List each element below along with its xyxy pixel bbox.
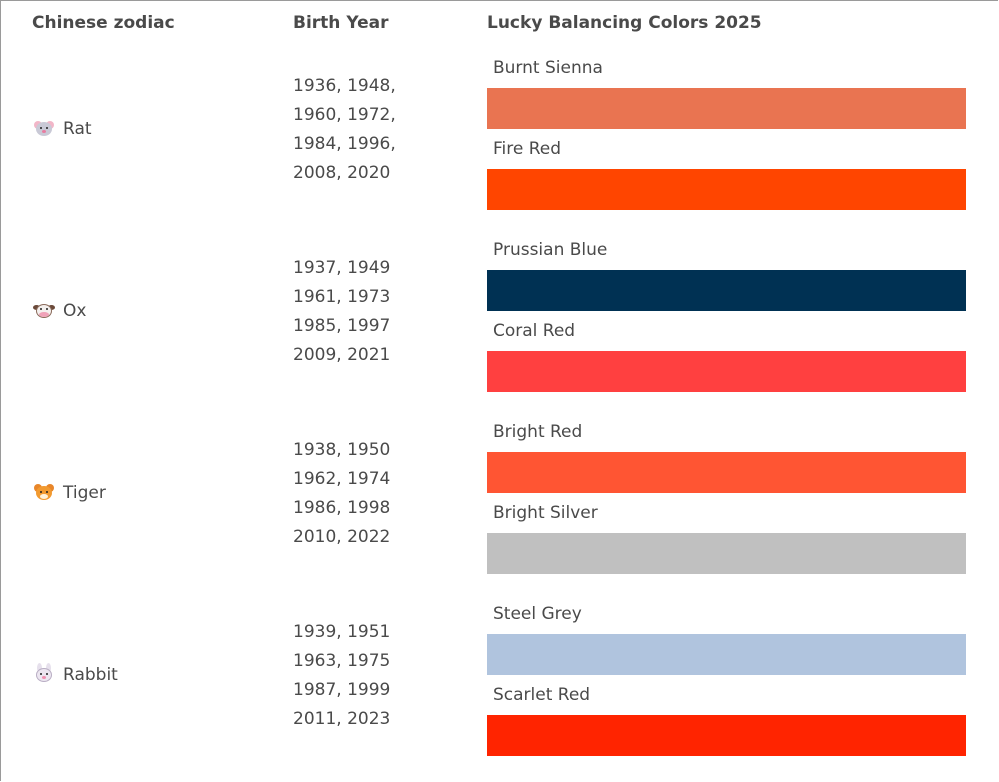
birth-years: 1936, 1948, 1960, 1972, 1984, 1996, 2008… <box>293 72 453 188</box>
header-lucky-colors: Lucky Balancing Colors 2025 <box>487 13 762 33</box>
year-line: 1960, 1972, <box>293 105 396 125</box>
color-name: Bright Silver <box>493 503 598 523</box>
color-swatch <box>487 169 966 210</box>
zodiac-cell: Ox <box>33 301 87 321</box>
birth-years: 1937, 1949 1961, 1973 1985, 1997 2009, 2… <box>293 254 453 370</box>
zodiac-name: Ox <box>63 301 87 321</box>
color-swatch <box>487 452 966 493</box>
color-swatch <box>487 351 966 392</box>
color-name: Prussian Blue <box>493 240 608 260</box>
color-swatch <box>487 715 966 756</box>
zodiac-cell: Tiger <box>34 483 106 503</box>
table-row-rabbit: Rabbit 1939, 1951 1963, 1975 1987, 1999 … <box>0 599 999 781</box>
table-row-tiger: Tiger 1938, 1950 1962, 1974 1986, 1998 2… <box>0 417 999 599</box>
year-line: 1939, 1951 <box>293 622 391 642</box>
birth-years: 1938, 1950 1962, 1974 1986, 1998 2010, 2… <box>293 436 453 552</box>
year-line: 1937, 1949 <box>293 258 391 278</box>
year-line: 1962, 1974 <box>293 469 391 489</box>
table-row-rat: Rat 1936, 1948, 1960, 1972, 1984, 1996, … <box>0 53 999 235</box>
color-swatch <box>487 533 966 574</box>
color-name: Bright Red <box>493 422 583 442</box>
zodiac-cell: Rabbit <box>34 663 118 685</box>
color-name: Steel Grey <box>493 604 582 624</box>
year-line: 1936, 1948, <box>293 76 396 96</box>
color-name: Coral Red <box>493 321 576 341</box>
year-line: 1961, 1973 <box>293 287 391 307</box>
year-line: 2011, 2023 <box>293 709 391 729</box>
zodiac-name: Rat <box>63 119 92 139</box>
tiger-face-icon <box>34 483 54 503</box>
year-line: 1986, 1998 <box>293 498 391 518</box>
color-swatch <box>487 634 966 675</box>
zodiac-cell: Rat <box>34 119 92 139</box>
color-name: Scarlet Red <box>493 685 591 705</box>
year-line: 2009, 2021 <box>293 345 391 365</box>
year-line: 2010, 2022 <box>293 527 391 547</box>
color-swatch <box>487 88 966 129</box>
color-name: Fire Red <box>493 139 562 159</box>
birth-years: 1939, 1951 1963, 1975 1987, 1999 2011, 2… <box>293 618 453 734</box>
header-birth-year: Birth Year <box>293 13 389 33</box>
year-line: 1984, 1996, <box>293 134 396 154</box>
table-row-ox: Ox 1937, 1949 1961, 1973 1985, 1997 2009… <box>0 235 999 417</box>
year-line: 2008, 2020 <box>293 163 391 183</box>
year-line: 1938, 1950 <box>293 440 391 460</box>
year-line: 1963, 1975 <box>293 651 391 671</box>
color-swatch <box>487 270 966 311</box>
header-chinese-zodiac: Chinese zodiac <box>32 13 175 33</box>
color-name: Burnt Sienna <box>493 58 603 78</box>
year-line: 1987, 1999 <box>293 680 391 700</box>
cow-face-icon <box>33 301 55 321</box>
zodiac-name: Tiger <box>63 483 106 503</box>
zodiac-name: Rabbit <box>63 665 118 685</box>
year-line: 1985, 1997 <box>293 316 391 336</box>
rat-face-icon <box>34 119 54 139</box>
rabbit-face-icon <box>34 663 54 685</box>
